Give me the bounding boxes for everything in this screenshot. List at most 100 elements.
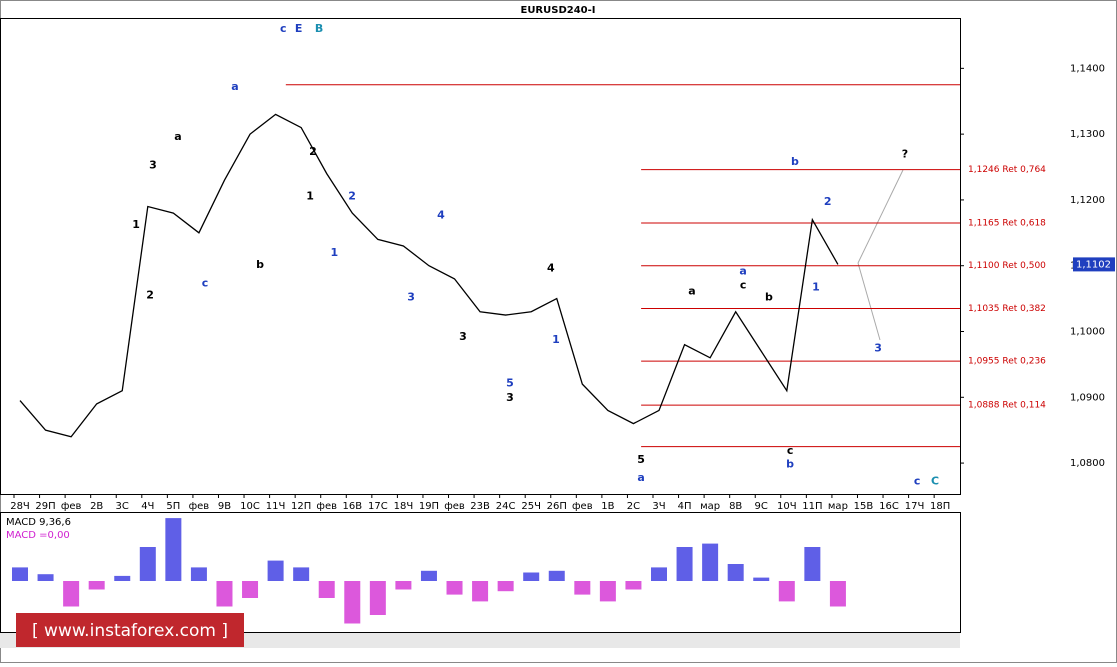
x-tick-label: 26П (547, 501, 567, 512)
level-label: 1,0888 Ret 0,114 (968, 401, 1046, 411)
watermark-bg (16, 613, 244, 647)
forecast-line (857, 262, 881, 341)
wave-label: 1 (331, 246, 339, 259)
macd-bar (12, 567, 28, 581)
wave-label: 5 (506, 376, 514, 389)
wave-label: 1 (132, 218, 140, 231)
wave-label: c (787, 444, 794, 457)
level-label: 1,1100 Ret 0,500 (968, 261, 1046, 271)
x-tick-label: 12П (291, 501, 311, 512)
x-tick-label: 2В (90, 501, 103, 512)
macd-bar (114, 575, 131, 581)
y-tick-label: 1,1400 (1070, 63, 1105, 74)
x-tick-label: 16С (879, 501, 899, 512)
x-tick-label: 17С (368, 501, 388, 512)
y-tick-label: 1,1300 (1070, 129, 1105, 140)
macd-bar (497, 581, 514, 592)
x-tick-label: 19П (419, 501, 439, 512)
wave-label: 4 (547, 261, 555, 274)
x-tick-label: 18П (930, 501, 950, 512)
macd-bar (625, 581, 642, 590)
x-tick-label: 10С (240, 501, 260, 512)
x-tick-label: 11Ч (266, 501, 286, 512)
wave-label: a (739, 265, 746, 278)
wave-label: b (786, 457, 794, 470)
macd-bar (63, 581, 80, 607)
macd-bar (702, 543, 719, 581)
wave-label: 2 (348, 190, 356, 203)
x-tick-label: 25Ч (521, 501, 541, 512)
price-line (19, 113, 839, 438)
x-tick-label: 18Ч (394, 501, 414, 512)
macd-bar (190, 567, 207, 581)
level-label: 1,1165 Ret 0,618 (968, 218, 1046, 228)
macd-bar (318, 581, 335, 598)
wave-label: c (740, 278, 747, 291)
y-tick-label: 1,0900 (1070, 392, 1105, 403)
current-price-box (1073, 257, 1115, 272)
wave-label: a (174, 130, 181, 143)
wave-label: 2 (309, 145, 317, 158)
x-tick-label: фев (189, 501, 210, 512)
x-tick-label: 2С (627, 501, 640, 512)
wave-label: ? (902, 148, 908, 161)
x-tick-label: мар (828, 501, 848, 512)
x-tick-label: 8В (729, 501, 742, 512)
x-tick-label: 4Ч (141, 501, 154, 512)
forecast-line (857, 169, 904, 264)
macd-bar (651, 567, 667, 581)
wave-label: 1 (552, 333, 560, 346)
x-tick-label: 16В (342, 501, 362, 512)
macd-bar (88, 581, 105, 590)
x-tick-label: фев (61, 501, 82, 512)
x-tick-label: фев (572, 501, 593, 512)
wave-label: 4 (437, 209, 445, 222)
macd-bar (523, 572, 540, 581)
macd-bar (139, 547, 156, 581)
macd-bar (472, 581, 489, 602)
x-tick-label: 10Ч (777, 501, 797, 512)
x-tick-label: 3С (116, 501, 129, 512)
macd-bar (804, 547, 821, 581)
wave-label: 3 (874, 342, 882, 355)
wave-label: a (637, 471, 644, 484)
macd-bar (395, 581, 412, 590)
macd-bar (242, 581, 259, 598)
wave-label: 3 (506, 391, 514, 404)
x-tick-label: 28Ч (10, 501, 30, 512)
macd-bar (676, 547, 693, 581)
macd-bar (599, 581, 616, 602)
wave-label: a (688, 284, 695, 297)
macd-bar (369, 581, 386, 615)
watermark: [ www.instaforex.com ] (32, 621, 228, 641)
x-tick-label: 1В (601, 501, 614, 512)
chart-title: EURUSD240-I (520, 5, 595, 16)
wave-label: c (914, 475, 921, 488)
plot-frame (0, 18, 961, 495)
x-tick-label: 29П (35, 501, 55, 512)
macd-bar (574, 581, 591, 595)
level-label: 1,1035 Ret 0,382 (968, 304, 1046, 314)
wave-label: c (280, 22, 287, 35)
level-label: 1,1246 Ret 0,764 (968, 165, 1046, 175)
wave-label: E (295, 22, 303, 35)
wave-label: c (202, 276, 209, 289)
x-tick-label: 17Ч (905, 501, 925, 512)
wave-label: a (231, 80, 238, 93)
wave-label: C (931, 475, 939, 488)
macd-bar (420, 570, 437, 581)
macd-title: MACD 9,36,6 (6, 517, 71, 528)
wave-label: 1 (306, 190, 314, 203)
x-tick-label: 11П (802, 501, 822, 512)
macd-bar (165, 518, 182, 581)
wave-label: 5 (637, 453, 645, 466)
wave-label: 3 (149, 159, 157, 172)
x-tick-label: фев (316, 501, 337, 512)
macd-bar (216, 581, 233, 607)
macd-bar (267, 560, 284, 581)
macd-bar (548, 570, 565, 581)
wave-label: 1 (812, 280, 820, 293)
wave-label: b (791, 155, 799, 168)
y-tick-label: 1,0800 (1070, 458, 1105, 469)
